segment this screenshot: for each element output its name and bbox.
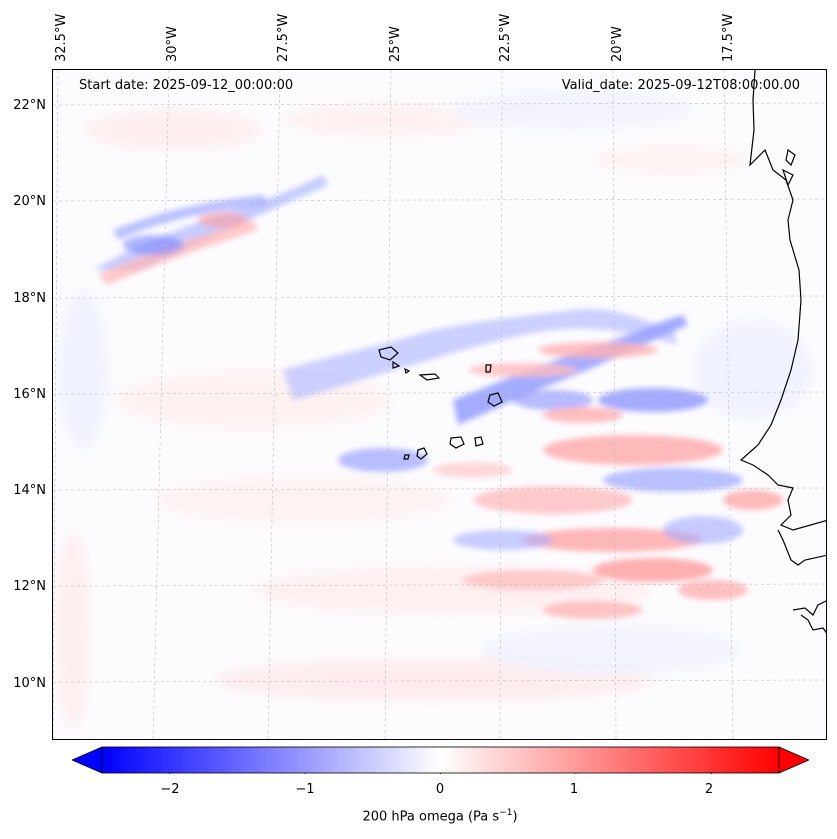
lat-label-16n: 16°N xyxy=(13,387,46,402)
lat-label-14n: 14°N xyxy=(13,483,46,498)
lat-label-10n: 10°N xyxy=(13,676,46,691)
cb-tick-label: 0 xyxy=(435,782,445,797)
map-panel[interactable] xyxy=(52,69,827,740)
colorbar-high-extend xyxy=(778,746,809,774)
colorbar-title-prefix: 200 hPa omega (Pa s xyxy=(362,809,500,825)
graticule xyxy=(53,70,826,739)
omega-se-activity xyxy=(433,435,783,619)
colorbar-ticks xyxy=(169,773,712,774)
lon-label-30w: 30°W xyxy=(165,26,180,62)
valid-date-label: Valid_date: 2025-09-12T08:00:00.00 xyxy=(561,78,800,93)
omega-field-map xyxy=(53,70,826,739)
colorbar xyxy=(72,746,809,774)
lat-label-12n: 12°N xyxy=(13,579,46,594)
colorbar-ramp xyxy=(101,746,780,774)
cb-tick-label: −1 xyxy=(295,782,315,797)
colorbar-low-extend xyxy=(72,746,103,774)
omega-nw-band xyxy=(93,175,328,285)
lon-label-27-5w: 27.5°W xyxy=(276,13,291,62)
cb-tick-label: 2 xyxy=(704,782,714,797)
start-date-label: Start date: 2025-09-12_00:00:00 xyxy=(79,78,294,93)
colorbar-title-suffix: ) xyxy=(512,809,518,825)
lon-label-20w: 20°W xyxy=(610,26,625,62)
cape-verde-islands xyxy=(378,346,503,460)
lon-label-22-5w: 22.5°W xyxy=(498,13,513,62)
lon-label-32-5w: 32.5°W xyxy=(54,13,69,62)
lat-label-20n: 20°N xyxy=(13,194,46,209)
coastline xyxy=(739,70,826,634)
lon-label-17-5w: 17.5°W xyxy=(721,13,736,62)
cb-tick-label: −2 xyxy=(160,782,180,797)
lat-label-18n: 18°N xyxy=(13,291,46,306)
cb-tick-label: 1 xyxy=(569,782,579,797)
colorbar-title-exponent: −1 xyxy=(499,808,513,818)
lat-label-22n: 22°N xyxy=(13,98,46,113)
lon-label-25w: 25°W xyxy=(388,26,403,62)
omega-main-band xyxy=(283,309,708,472)
colorbar-title: 200 hPa omega (Pa s−1) xyxy=(0,808,837,824)
